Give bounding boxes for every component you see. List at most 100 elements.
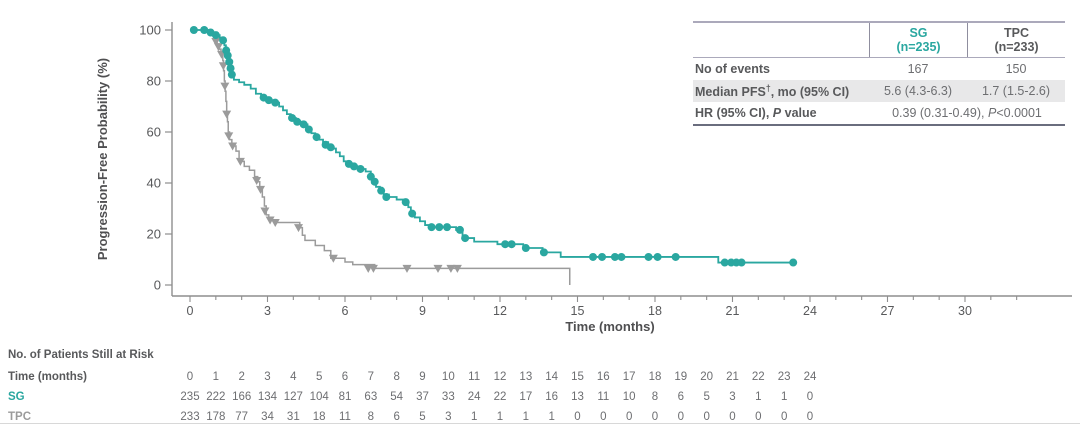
summary-row-events: No of events 167 150 <box>693 58 1065 80</box>
tpc-censor-mark <box>228 142 238 151</box>
sg-arm-label: SG <box>909 25 928 40</box>
risk-time-value: 11 <box>468 371 481 383</box>
sg-censor-mark <box>211 31 220 40</box>
sg-censor-mark <box>356 164 365 173</box>
y-axis-title: Progression-Free Probability (%) <box>95 58 110 260</box>
sg-censor-mark <box>610 252 619 261</box>
sg-censor-mark <box>401 198 410 207</box>
summary-table: SG (n=235) TPC (n=233) No of events 167 … <box>693 21 1065 126</box>
risk-sg-count: 24 <box>467 391 481 403</box>
risk-sg-count: 222 <box>206 391 226 403</box>
sg-censor-mark <box>737 258 746 267</box>
x-tick-label: 9 <box>419 304 426 318</box>
sg-censor-mark <box>461 234 470 243</box>
survival-curves <box>189 26 798 285</box>
sg-censor-mark <box>435 223 444 232</box>
at-risk-tpc-label: TPC <box>8 411 31 423</box>
dagger-footnote-mark: † <box>765 82 771 93</box>
risk-tpc-count: 1 <box>470 411 478 423</box>
y-tick-label: 80 <box>147 74 161 89</box>
risk-time-value: 24 <box>803 371 817 383</box>
sg-censor-mark <box>223 51 232 60</box>
tpc-censor-mark <box>446 264 456 273</box>
risk-tpc-count: 11 <box>339 411 351 423</box>
tpc-censor-mark <box>260 207 270 216</box>
y-tick-label: 20 <box>147 227 161 242</box>
sg-arm-n: (n=235) <box>896 40 941 54</box>
tpc-censor-mark <box>252 176 262 185</box>
tpc-arm-n: (n=233) <box>994 40 1039 54</box>
summary-header-sg: SG (n=235) <box>869 23 967 57</box>
tpc-censor-mark <box>213 43 223 52</box>
sg-censor-mark <box>264 96 273 105</box>
risk-time-value: 12 <box>493 371 507 383</box>
x-tick-label: 15 <box>571 304 585 318</box>
median-label: Median PFS†, mo (95% CI) <box>695 82 850 99</box>
risk-time-value: 5 <box>315 371 323 383</box>
risk-tpc-count: 0 <box>625 411 633 423</box>
risk-sg-count: 37 <box>416 391 429 403</box>
sg-censor-mark <box>789 258 798 267</box>
risk-time-value: 3 <box>264 371 271 383</box>
x-tick-label: 12 <box>493 304 507 318</box>
risk-time-value: 8 <box>393 371 400 383</box>
risk-sg-count: 127 <box>283 391 303 403</box>
risk-sg-count: 22 <box>493 391 507 403</box>
risk-tpc-count: 0 <box>677 411 685 423</box>
tpc-curve <box>190 29 571 285</box>
risk-time-value: 15 <box>571 371 584 383</box>
sg-censor-mark <box>598 252 607 261</box>
tpc-censor-mark <box>256 185 266 194</box>
sg-censor-mark <box>671 252 680 261</box>
risk-time-value: 9 <box>419 371 426 383</box>
risk-tpc-count: 34 <box>261 411 274 423</box>
risk-sg-count: 8 <box>651 391 659 403</box>
hr-label: HR (95% CI), P value <box>695 105 817 120</box>
tpc-censor-mark <box>220 82 230 91</box>
risk-tpc-count: 31 <box>286 411 300 423</box>
at-risk-title: No. of Patients Still at Risk <box>8 349 154 361</box>
risk-sg-count: 104 <box>309 391 329 403</box>
tpc-censor-mark <box>402 264 412 273</box>
sg-censor-mark <box>382 193 391 202</box>
risk-sg-count: 3 <box>729 391 736 403</box>
sg-censor-mark <box>507 240 516 249</box>
risk-tpc-count: 5 <box>419 411 426 423</box>
events-sg-value: 167 <box>907 61 929 76</box>
risk-time-value: 2 <box>238 371 245 383</box>
risk-tpc-count: 0 <box>780 411 788 423</box>
summary-header-empty <box>693 23 869 57</box>
sg-censor-mark <box>501 240 510 249</box>
sg-censor-mark <box>617 252 626 261</box>
tpc-censor-mark <box>218 62 228 71</box>
risk-time-value: 7 <box>367 371 375 383</box>
x-tick-label: 0 <box>187 304 194 318</box>
at-risk-time-label: Time (months) <box>8 371 88 383</box>
risk-sg-count: 0 <box>806 391 814 403</box>
x-tick-label: 24 <box>803 304 817 318</box>
risk-sg-count: 5 <box>703 391 710 403</box>
risk-tpc-count: 1 <box>548 411 555 423</box>
sg-censor-mark <box>271 98 280 107</box>
risk-time-value: 13 <box>519 371 533 383</box>
tpc-censor-mark <box>328 254 338 263</box>
sg-censor-mark <box>521 244 530 253</box>
sg-censor-mark <box>588 252 597 261</box>
risk-tpc-count: 233 <box>180 411 200 423</box>
x-axis-title: Time (months) <box>565 319 654 334</box>
risk-sg-count: 16 <box>545 391 559 403</box>
sg-censor-mark <box>219 36 228 45</box>
sg-censor-mark <box>226 64 235 73</box>
risk-sg-count: 63 <box>364 391 378 403</box>
tpc-censor-mark <box>452 264 462 273</box>
sg-censor-mark <box>408 209 417 218</box>
median-sg-value: 5.6 (4.3-6.3) <box>883 83 953 98</box>
sg-censor-mark <box>377 186 386 195</box>
tpc-arm-label: TPC <box>1004 25 1029 40</box>
tpc-censor-mark <box>293 224 303 233</box>
sg-censor-mark <box>539 248 548 257</box>
risk-tpc-count: 178 <box>206 411 226 423</box>
risk-sg-count: 6 <box>677 391 685 403</box>
risk-sg-count: 11 <box>597 391 610 403</box>
